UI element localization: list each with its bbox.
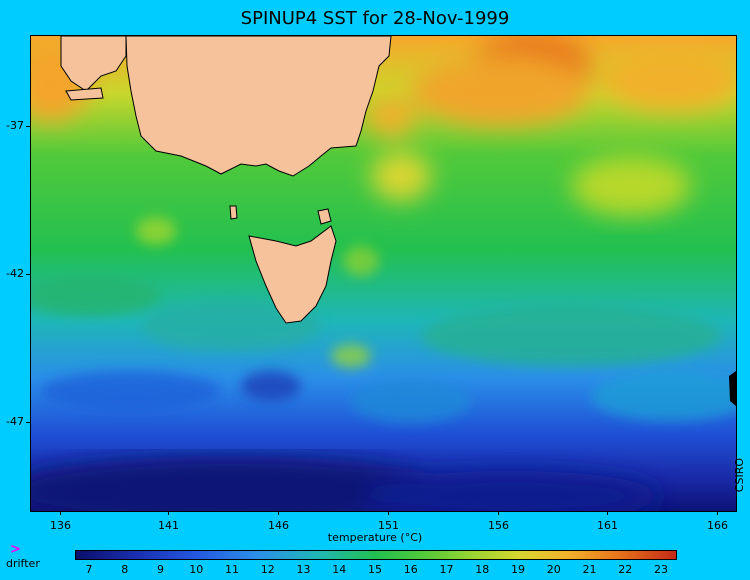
lon-label: 136 (50, 519, 71, 532)
sst-map-svg (31, 36, 736, 511)
warm-eddies (31, 36, 736, 216)
lon-tick (168, 511, 169, 515)
lon-tick (717, 511, 718, 515)
lat-tick (26, 126, 30, 127)
cold-water (31, 456, 661, 511)
colorbar-tick-label: 14 (332, 563, 347, 576)
colorbar-tick-label: 13 (296, 563, 311, 576)
lat-tick (26, 422, 30, 423)
colorbar-tick-label: 15 (368, 563, 382, 576)
colorbar-tick-label: 16 (403, 563, 418, 576)
tasmania (248, 225, 337, 324)
colorbar-tick-label: 18 (475, 563, 490, 576)
colorbar (75, 550, 677, 560)
lat-label: -47 (6, 415, 24, 428)
lon-tick (388, 511, 389, 515)
gulf-peninsula (60, 36, 127, 92)
lon-label: 141 (158, 519, 179, 532)
colorbar-tick-label: 7 (85, 563, 93, 576)
colorbar-title: temperature (°C) (327, 531, 423, 544)
lon-label: 151 (378, 519, 399, 532)
lat-tick (26, 274, 30, 275)
colorbar-tick-label: 8 (121, 563, 129, 576)
csiro-credit: CSIRO (733, 458, 746, 493)
sst-map-area (30, 35, 737, 512)
lon-label: 161 (597, 519, 618, 532)
nz-edge (729, 371, 736, 406)
lon-label: 146 (268, 519, 289, 532)
lon-tick (498, 511, 499, 515)
lon-label: 156 (488, 519, 509, 532)
colorbar-tick-label: 17 (439, 563, 454, 576)
lat-label: -42 (6, 267, 24, 280)
lon-label: 166 (707, 519, 728, 532)
mid-eddies (31, 217, 736, 423)
kangaroo-island (65, 87, 104, 101)
colorbar-tick-label: 9 (157, 563, 164, 576)
colorbar-tick-label: 22 (618, 563, 633, 576)
map-title: SPINUP4 SST for 28-Nov-1999 (240, 8, 510, 29)
colorbar-tick-label: 21 (582, 563, 597, 576)
australia-landmass (125, 36, 392, 177)
colorbar-tick-label: 20 (546, 563, 561, 576)
colorbar-tick-label: 19 (511, 563, 525, 576)
colorbar-tick-label: 12 (260, 563, 275, 576)
lon-tick (60, 511, 61, 515)
colorbar-tick-label: 23 (654, 563, 668, 576)
king-island (229, 205, 238, 220)
lat-label: -37 (6, 119, 24, 132)
lon-tick (607, 511, 608, 515)
colorbar-tick-label: 11 (225, 563, 239, 576)
flinders-island (317, 208, 332, 225)
drifter-marker-icon: > (10, 542, 21, 557)
lon-tick (278, 511, 279, 515)
colorbar-tick-label: 10 (189, 563, 204, 576)
drifter-legend-label: drifter (6, 557, 40, 570)
colorbar-labels: 7 8 9 10 11 12 13 14 15 16 17 18 19 20 21 22 23 (75, 563, 675, 577)
